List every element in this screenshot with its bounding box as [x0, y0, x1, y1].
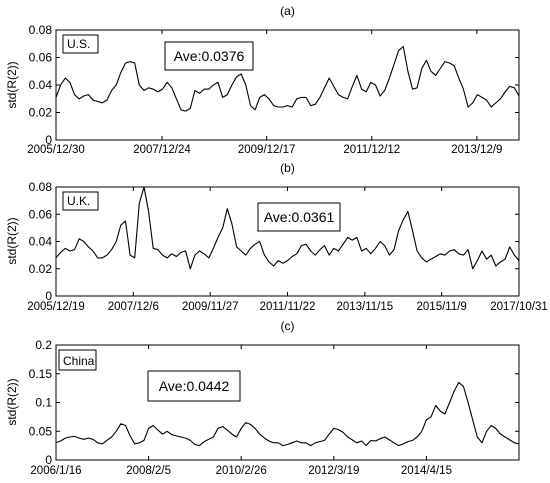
x-tick-label: 2005/12/30: [27, 144, 85, 156]
y-axis-label: std(R(2)): [5, 378, 19, 425]
country-label-box: [62, 191, 99, 211]
y-tick-label: 0: [45, 133, 52, 147]
average-annotation: Ave:0.0376: [174, 48, 245, 64]
x-tick-label: 2012/3/19: [308, 465, 359, 477]
series-line: [55, 186, 520, 270]
average-annotation: Ave:0.0361: [264, 209, 335, 225]
series-line: [55, 45, 520, 112]
panel-label: (c): [281, 319, 295, 333]
country-label-box: [62, 34, 99, 54]
x-tick-label: 2009/11/27: [182, 301, 239, 313]
panel-label: (b): [280, 161, 295, 175]
y-tick-label: 0: [45, 289, 52, 303]
plot-frame: [55, 186, 520, 297]
x-tick-label: 2014/4/15: [401, 465, 452, 477]
y-axis-label: std(R(2)): [5, 61, 19, 108]
average-annotation-box: [164, 41, 254, 71]
chart-panel-3: (c) 0 0.05 0.1 0.15 0.2 2006/1/16 2008/2/5 2010/…: [5, 319, 520, 477]
x-tick-label: 2017/10/31: [490, 301, 548, 313]
y-tick-label: 0.02: [29, 106, 53, 120]
y-tick-label: 0.06: [29, 207, 53, 221]
x-tick-label: 2005/12/19: [27, 301, 85, 313]
chart-panel-1: (a) 0 0.02 0.04 0.06 0.08 2005/12/30 2007/12/24…: [5, 4, 520, 156]
plot-frame: [55, 29, 520, 141]
x-tick-label: 2009/12/17: [238, 144, 296, 156]
panel-label: (a): [280, 4, 295, 18]
average-annotation-box: [257, 202, 341, 232]
y-tick-label: 0.15: [29, 367, 53, 381]
y-tick-label: 0.04: [29, 78, 53, 92]
y-tick-label: 0.08: [29, 23, 53, 37]
y-tick-label: 0.02: [29, 262, 53, 276]
x-tick-label: 2013/11/15: [336, 301, 393, 313]
y-tick-label: 0.04: [29, 235, 53, 249]
x-tick-label: 2008/2/5: [126, 465, 171, 477]
series-line: [55, 381, 520, 447]
country-label-box: [58, 349, 97, 371]
chart-panel-2: (b) 0 0.02 0.04 0.06 0.08 2005/12/19 2007/12/6 2…: [5, 161, 548, 313]
y-tick-label: 0.05: [29, 424, 53, 438]
x-tick-label: 2015/11/9: [417, 301, 467, 313]
country-label: U.S.: [67, 37, 90, 51]
y-axis-label: std(R(2)): [5, 217, 19, 264]
y-tick-label: 0.1: [35, 396, 52, 410]
x-tick-label: 2013/12/9: [451, 144, 502, 156]
x-tick-label: 2011/11/22: [260, 301, 316, 313]
plot-frame: [55, 344, 520, 461]
average-annotation-box: [147, 370, 241, 402]
y-tick-label: 0.08: [29, 180, 53, 194]
x-tick-label: 2007/12/6: [108, 301, 159, 313]
y-tick-label: 0: [45, 453, 52, 467]
x-tick-label: 2010/2/26: [216, 465, 267, 477]
country-label: China: [63, 354, 95, 368]
country-label: U.K.: [67, 194, 90, 208]
y-tick-label: 0.06: [29, 51, 53, 65]
y-tick-label: 0.2: [35, 338, 52, 352]
x-tick-label: 2007/12/24: [133, 144, 191, 156]
average-annotation: Ave:0.0442: [159, 378, 230, 394]
x-tick-label: 2011/12/12: [343, 144, 400, 156]
x-tick-label: 2006/1/16: [30, 465, 81, 477]
